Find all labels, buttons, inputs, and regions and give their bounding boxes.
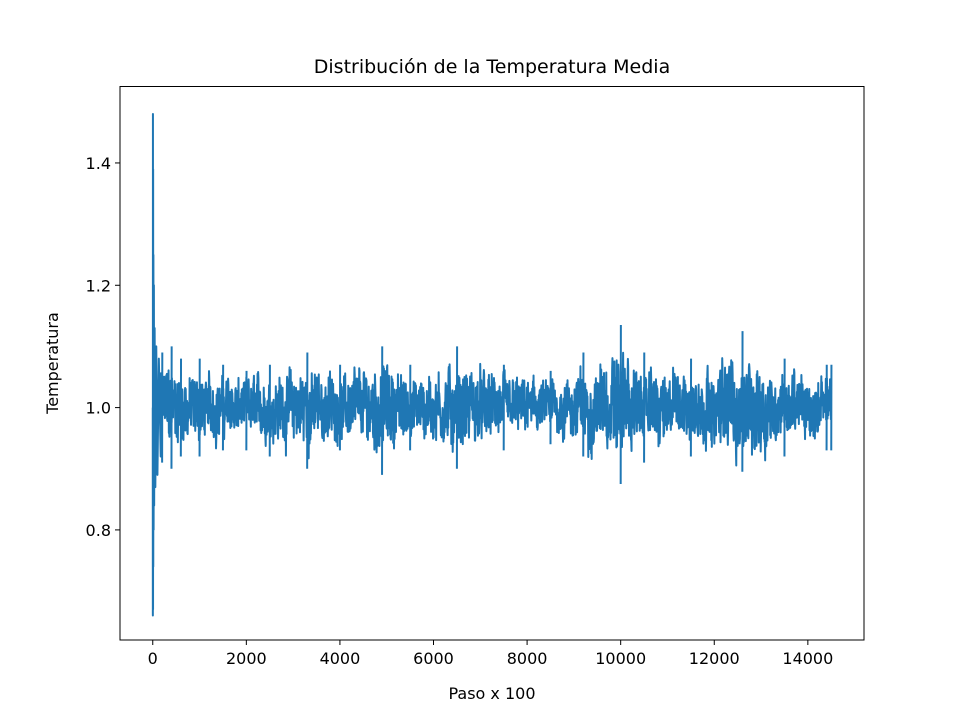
y-tick-label: 1.2 — [86, 276, 111, 295]
y-tick-label: 1.4 — [86, 154, 111, 173]
x-tick-label: 14000 — [782, 649, 833, 668]
x-tick-label: 6000 — [413, 649, 454, 668]
y-axis-label: Temperatura — [43, 312, 62, 415]
x-tick-label: 10000 — [595, 649, 646, 668]
y-tick-label: 0.8 — [86, 521, 111, 540]
x-tick-label: 2000 — [226, 649, 267, 668]
x-tick-label: 8000 — [507, 649, 548, 668]
y-axis: 0.8 1.0 1.2 1.4 — [86, 154, 120, 540]
x-tick-label: 12000 — [689, 649, 740, 668]
y-tick-label: 1.0 — [86, 399, 111, 418]
x-tick-label: 0 — [148, 649, 158, 668]
series-line — [151, 113, 833, 617]
plot-area — [151, 113, 833, 617]
x-tick-label: 4000 — [320, 649, 361, 668]
x-axis-label: Paso x 100 — [448, 684, 535, 703]
x-axis: 0 2000 4000 6000 8000 10000 12000 14000 — [148, 640, 833, 668]
chart-title: Distribución de la Temperatura Media — [314, 56, 670, 78]
plot-frame — [119, 86, 865, 641]
